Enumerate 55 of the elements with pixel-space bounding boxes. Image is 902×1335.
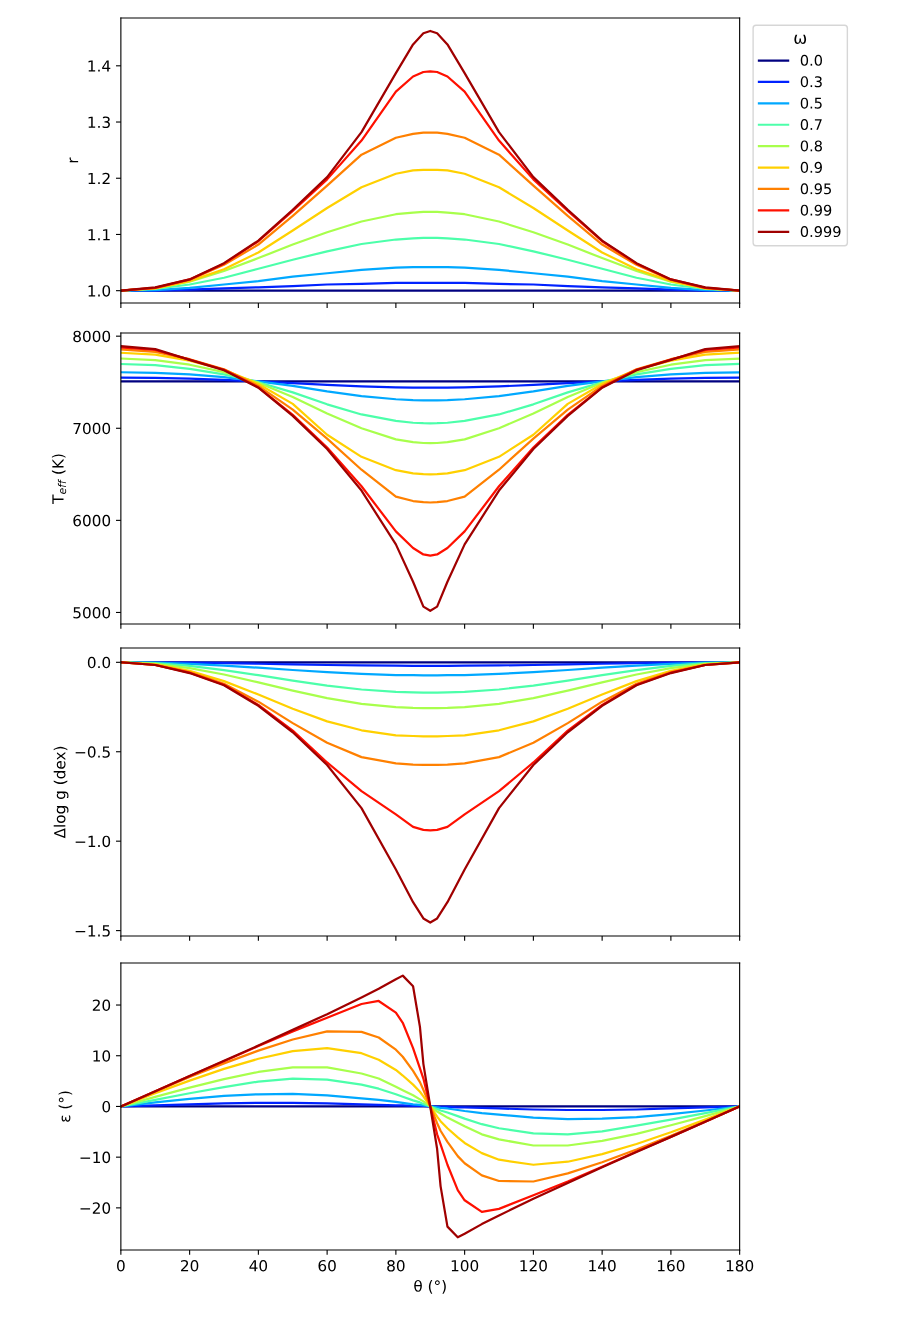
y-tick-label: 1.1 — [88, 229, 110, 241]
x-tick-label: 120 — [520, 1259, 547, 1272]
x-tick-label: 0 — [117, 1259, 125, 1272]
line-series — [120, 362, 740, 425]
x-tick-label: 140 — [589, 1259, 616, 1272]
line-series — [120, 376, 740, 389]
legend-label: 0.9 — [800, 161, 822, 173]
legend-title: ω — [794, 34, 807, 45]
legend-label: 0.3 — [800, 76, 822, 88]
line-series — [120, 661, 740, 924]
line-series — [120, 29, 740, 292]
line-series — [120, 345, 740, 612]
line-series — [120, 371, 740, 402]
legend-label: 0.999 — [800, 226, 841, 238]
y-axis-title: Δlog g (dex) — [53, 746, 69, 839]
line-series — [120, 357, 740, 445]
y-tick-label: −10 — [80, 1151, 111, 1164]
x-tick-label: 40 — [249, 1259, 268, 1272]
line-series — [120, 351, 740, 476]
y-tick-label: −0.5 — [75, 746, 110, 758]
y-axis-title: T$_{eff}$ (K) — [51, 454, 67, 504]
x-tick-label: 100 — [451, 1259, 479, 1272]
x-tick-label: 80 — [387, 1259, 405, 1272]
x-tick-label: 160 — [657, 1259, 685, 1272]
y-axis-title: r — [69, 157, 79, 163]
y-tick-label: 6000 — [73, 514, 111, 527]
y-tick-label: 1.4 — [88, 60, 111, 72]
y-tick-label: 0.0 — [87, 656, 111, 669]
legend-label: 0.8 — [800, 140, 822, 152]
y-tick-label: −1.5 — [75, 925, 110, 937]
y-tick-label: −1.0 — [75, 835, 111, 848]
y-tick-label: 1.0 — [88, 285, 111, 297]
legend-label: 0.0 — [800, 54, 823, 66]
y-tick-label: 1.2 — [88, 172, 110, 185]
legend-label: 0.7 — [800, 119, 822, 131]
x-tick-label: 60 — [318, 1259, 336, 1272]
line-series — [120, 348, 740, 504]
line-series — [120, 974, 740, 1239]
y-tick-label: 0 — [102, 1100, 111, 1113]
legend-label: 0.99 — [800, 204, 832, 216]
y-tick-label: 10 — [93, 1050, 111, 1062]
line-series — [120, 346, 740, 557]
y-tick-label: 7000 — [73, 422, 111, 435]
legend-label: 0.95 — [800, 183, 831, 195]
y-axis-title: ε (°) — [58, 1091, 73, 1122]
legend-label: 0.5 — [800, 97, 822, 109]
y-tick-label: 20 — [92, 999, 111, 1012]
x-tick-label: 20 — [181, 1259, 199, 1272]
y-tick-label: 1.3 — [88, 116, 110, 129]
y-tick-label: 5000 — [73, 606, 111, 619]
x-axis-title: θ (°) — [414, 1279, 446, 1294]
y-tick-label: 8000 — [73, 330, 111, 343]
line-series — [120, 1101, 740, 1112]
y-tick-label: −20 — [80, 1202, 111, 1214]
x-tick-label: 180 — [726, 1259, 754, 1272]
